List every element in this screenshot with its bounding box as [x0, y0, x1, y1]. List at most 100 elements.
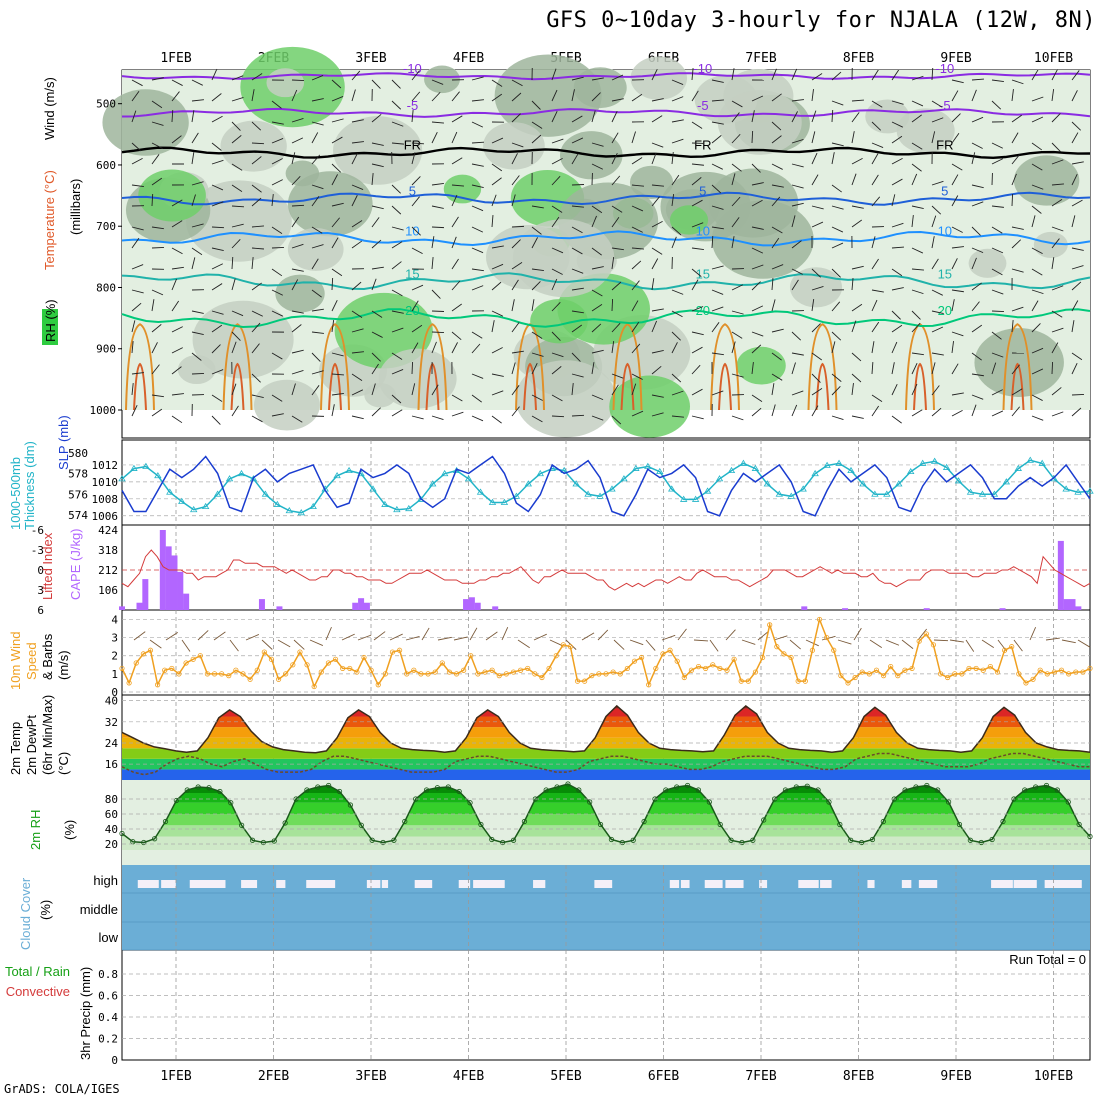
wind-speed-series-point: [703, 665, 709, 672]
wind-barb: [1031, 323, 1041, 333]
surface-contour: [710, 323, 740, 411]
wind-barb: [731, 163, 742, 172]
wind-barb: [711, 226, 724, 230]
surface-contour: [612, 323, 643, 411]
rh-series-point: [674, 784, 680, 790]
thickness-series-point: [930, 457, 939, 464]
wind-barb: [571, 137, 584, 144]
wind-barb: [831, 341, 836, 354]
wind-barb: [591, 77, 604, 81]
rh-blob: [717, 90, 802, 155]
wind-barb: [951, 90, 959, 102]
cloud-axis-labels: Cloud Cover (%): [18, 877, 53, 950]
wind-barb: [511, 385, 520, 396]
rh-series-point: [641, 818, 647, 825]
temp-bands: [122, 705, 1090, 780]
wind-barb: [251, 394, 264, 398]
cloud-gap: [473, 880, 497, 888]
wind-speed-series-point: [745, 678, 751, 684]
wind-barb: [271, 246, 285, 249]
wind-barb: [131, 289, 144, 294]
wind-tick-label: 2: [111, 650, 118, 663]
surface-wind-barb: [469, 627, 478, 641]
wind-barb: [991, 331, 1002, 340]
wind-speed-series-point: [368, 667, 374, 673]
wind-barb: [591, 394, 604, 401]
thickness-tick-label: 576: [68, 488, 88, 501]
wind-tick-label: 3: [111, 632, 118, 645]
wind-barb: [1031, 415, 1044, 421]
precip-total-label: Total / Rain: [5, 964, 70, 979]
rh-series-point: [173, 797, 179, 804]
temperature-contour: [121, 272, 1091, 291]
wind-barb: [831, 301, 841, 312]
cape-bar: [171, 555, 178, 610]
wind-barb: [331, 404, 335, 417]
wind-barb: [231, 75, 244, 81]
slp-tick-label: 1012: [92, 459, 119, 472]
rh-blob: [669, 205, 709, 235]
surface-wind-barb: [645, 639, 656, 651]
credit-text: GrADS: COLA/IGES: [4, 1082, 120, 1096]
wind-barb: [891, 324, 903, 333]
thickness-series-point: [464, 475, 473, 482]
pressure-tick-label: 500: [96, 98, 116, 111]
wind-barb: [671, 96, 684, 102]
rh-series-point: [304, 787, 310, 793]
wind-barb: [831, 100, 844, 106]
wind-barb: [311, 289, 322, 298]
wind-barb: [331, 163, 342, 173]
wind-barb: [671, 310, 683, 318]
bottom-date-label: 1FEB: [160, 1069, 191, 1084]
precip-tick-label: 0.4: [98, 1011, 118, 1024]
temperature-contour: [121, 191, 1091, 206]
wind-barb: [1071, 174, 1078, 186]
thickness-series-point: [512, 492, 521, 499]
run-total-label: Run Total = 0: [1009, 952, 1086, 967]
wind-barb: [251, 225, 264, 228]
wind-barb: [771, 352, 782, 361]
wind-barb: [691, 415, 704, 420]
wind-barb: [531, 268, 544, 272]
li-label: Lifted Index: [40, 532, 55, 600]
wind-barb: [131, 184, 144, 188]
wind-barb: [451, 258, 459, 270]
cloud-gap: [680, 880, 690, 888]
wind-barb: [551, 138, 564, 144]
wind-barb: [371, 383, 376, 396]
surface-wind-barb: [293, 639, 305, 650]
wind-barb: [951, 409, 963, 417]
wind-barb: [1051, 183, 1064, 186]
wind-barb: [191, 194, 196, 207]
contour-label: 10: [938, 223, 952, 238]
thickness-series-point: [405, 504, 413, 512]
wind-barb: [851, 352, 862, 362]
rh-blob: [177, 355, 216, 385]
wind-speed-series-point: [937, 671, 944, 677]
wind-barb: [291, 383, 296, 396]
wind-barb: [251, 142, 265, 145]
wind-barb: [591, 110, 596, 123]
wind-label-3: & Barbs: [40, 633, 55, 680]
wind-barb: [931, 289, 943, 296]
wind-speed-series-point: [361, 654, 367, 661]
wind-barb: [451, 115, 463, 123]
wind-barb: [631, 410, 644, 417]
cloud-gap: [725, 880, 744, 888]
wind-speed-series-point: [418, 671, 424, 677]
wind-barb: [571, 310, 584, 314]
thickness-series-point: [895, 480, 903, 487]
wind-speed-series-point: [546, 665, 552, 672]
wind-barb: [991, 247, 1004, 254]
wind-barb: [171, 135, 182, 144]
wind-barb: [591, 362, 595, 375]
panel-frame-cape: [121, 524, 1091, 611]
wind-barb: [851, 373, 862, 383]
wind-barb: [871, 153, 879, 165]
wind-speed-series-point: [646, 682, 652, 688]
wind-barb: [791, 390, 804, 396]
wind-barb: [131, 142, 142, 152]
pressure-tick-label: 600: [96, 159, 116, 172]
pressure-tick-label: 900: [96, 343, 116, 356]
dewpoint-series: [121, 752, 1090, 776]
